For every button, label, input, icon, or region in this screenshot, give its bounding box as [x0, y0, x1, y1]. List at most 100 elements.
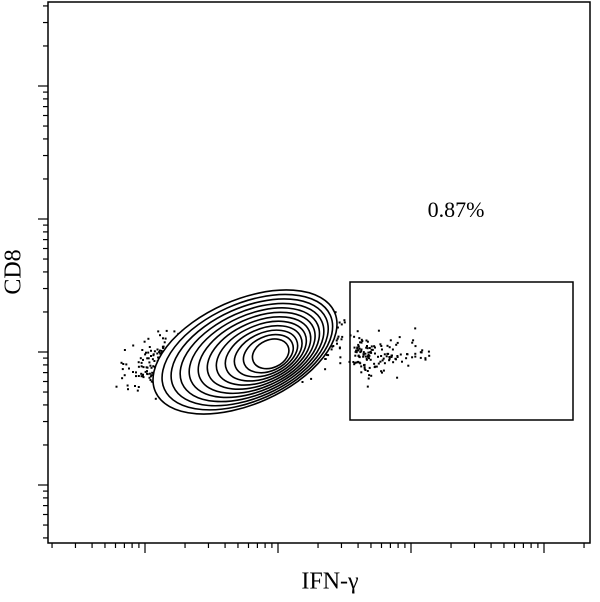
event-dot: [355, 361, 358, 364]
event-dot: [340, 323, 343, 326]
event-dot: [327, 354, 330, 357]
event-dot: [301, 381, 304, 383]
event-dot: [382, 357, 385, 360]
event-dot: [135, 375, 137, 378]
event-dot: [380, 370, 383, 373]
event-dot: [352, 361, 355, 363]
plot-frame: [47, 1, 591, 544]
event-dot: [146, 357, 149, 360]
event-dot: [377, 362, 380, 365]
event-dot: [398, 336, 401, 339]
event-dot: [427, 350, 430, 353]
event-dot: [388, 357, 391, 360]
event-dot: [150, 349, 152, 352]
event-dot: [125, 363, 128, 366]
event-dot: [356, 330, 359, 333]
event-dot: [383, 353, 386, 356]
event-dot: [366, 347, 369, 350]
event-dot: [377, 355, 379, 358]
event-dot: [148, 346, 151, 348]
event-dot: [120, 361, 123, 364]
event-dot: [337, 335, 340, 338]
event-dot: [419, 356, 422, 359]
event-dot: [121, 377, 124, 380]
event-dot: [163, 341, 166, 344]
event-dot: [362, 355, 365, 358]
event-dot: [137, 361, 140, 364]
contour-line: [242, 333, 295, 374]
event-dot: [123, 349, 126, 351]
event-dot: [367, 351, 370, 354]
event-dot: [149, 375, 152, 378]
event-dot: [145, 366, 148, 369]
event-dot: [401, 360, 403, 363]
event-dot: [128, 367, 130, 370]
event-dot: [355, 351, 358, 354]
event-dot: [115, 385, 118, 388]
event-dot: [173, 330, 176, 333]
event-dot: [368, 354, 371, 357]
event-dot: [370, 345, 373, 348]
event-dot: [357, 345, 360, 348]
event-dot: [353, 335, 356, 338]
event-dot: [381, 348, 383, 351]
event-dot: [150, 374, 153, 377]
event-dot: [371, 348, 374, 351]
event-dot: [164, 337, 167, 340]
event-dot: [141, 349, 144, 351]
event-dot: [330, 348, 333, 351]
event-dot: [361, 340, 364, 342]
contour-line: [170, 298, 330, 407]
event-dot: [336, 342, 338, 345]
event-dot: [145, 351, 147, 354]
event-dot: [373, 345, 376, 348]
contours: [152, 289, 338, 415]
event-dot: [389, 339, 392, 342]
event-dot: [366, 340, 369, 343]
event-dot: [368, 366, 371, 369]
event-dot: [368, 347, 371, 349]
event-dot: [395, 358, 397, 361]
event-dot: [359, 351, 362, 354]
contour-line: [215, 320, 308, 386]
event-dot: [339, 362, 342, 365]
event-dot: [126, 384, 129, 387]
event-dot: [366, 385, 369, 388]
event-dot: [381, 359, 384, 362]
event-dot: [379, 360, 382, 363]
event-dot: [357, 360, 360, 363]
event-dot: [353, 362, 356, 365]
event-dot: [343, 321, 346, 324]
event-dot: [424, 357, 427, 360]
event-dot: [414, 355, 417, 358]
event-dot: [140, 365, 143, 368]
event-dot: [158, 351, 161, 354]
event-dot: [325, 353, 328, 356]
contour-line: [161, 293, 334, 411]
event-dot: [358, 347, 361, 350]
event-dot: [407, 364, 410, 367]
event-dot: [375, 365, 378, 368]
event-dot: [424, 358, 427, 361]
event-dot: [360, 371, 363, 374]
contour-line: [251, 338, 290, 370]
event-dot: [356, 349, 359, 352]
event-dot: [135, 371, 137, 374]
event-dot: [157, 356, 160, 359]
event-dot: [411, 341, 414, 344]
event-dot: [150, 380, 153, 383]
event-dot: [160, 349, 163, 352]
event-dot: [392, 361, 395, 364]
event-dot: [388, 359, 391, 362]
event-dot: [362, 351, 365, 354]
event-dot: [159, 352, 162, 355]
event-dot: [366, 345, 368, 347]
event-dot: [364, 355, 367, 358]
event-dot: [148, 372, 151, 375]
event-dot: [396, 376, 399, 379]
event-dot: [406, 353, 409, 356]
event-dot: [356, 347, 359, 350]
event-dot: [391, 348, 394, 351]
event-dot: [142, 358, 144, 361]
event-dot: [382, 369, 385, 372]
